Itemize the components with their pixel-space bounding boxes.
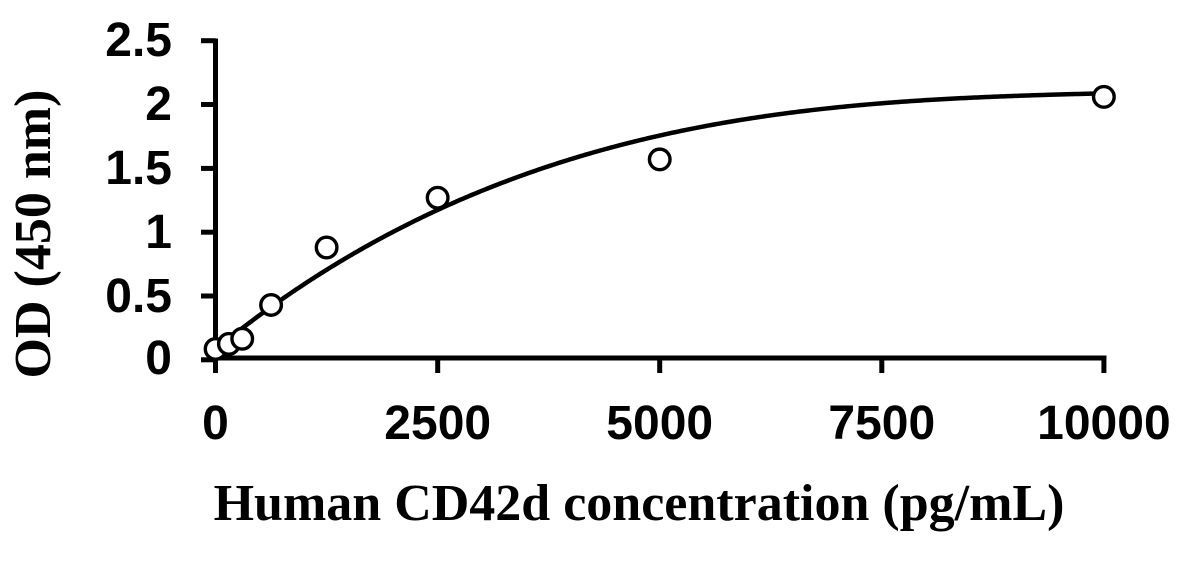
- svg-text:1.5: 1.5: [105, 142, 172, 195]
- svg-text:2.5: 2.5: [105, 14, 172, 67]
- svg-text:0: 0: [145, 332, 172, 385]
- svg-text:5000: 5000: [606, 397, 713, 450]
- svg-text:7500: 7500: [828, 397, 935, 450]
- svg-text:0: 0: [202, 397, 229, 450]
- svg-text:2500: 2500: [384, 397, 491, 450]
- svg-text:10000: 10000: [1037, 397, 1170, 450]
- svg-text:2: 2: [145, 78, 172, 131]
- svg-text:OD (450 nm): OD (450 nm): [5, 90, 62, 379]
- svg-text:1: 1: [145, 206, 172, 259]
- svg-text:0.5: 0.5: [105, 270, 172, 323]
- svg-text:Human CD42d concentration (pg/: Human CD42d concentration (pg/mL): [214, 475, 1065, 532]
